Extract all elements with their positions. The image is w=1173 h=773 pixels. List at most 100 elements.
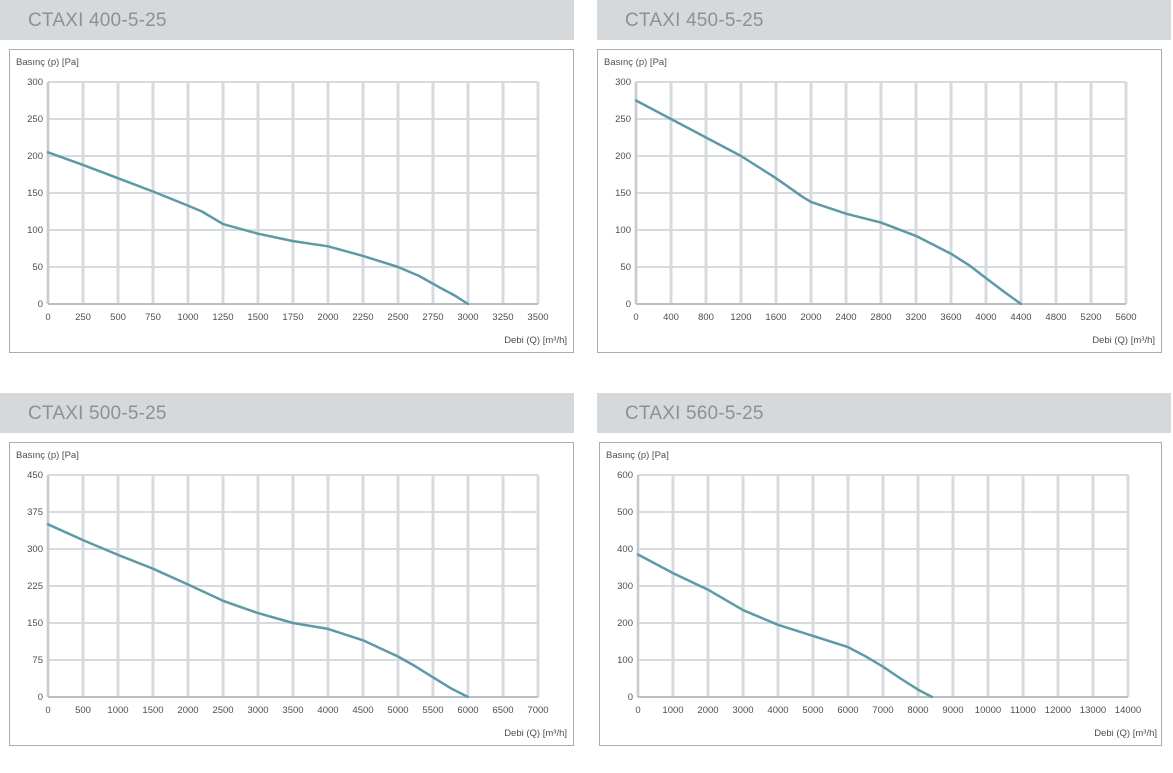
x-tick-label: 5000	[802, 705, 823, 716]
x-tick-label: 1000	[662, 705, 683, 716]
x-tick-label: 2400	[835, 312, 856, 323]
y-tick-label: 200	[615, 151, 631, 162]
chart-header: CTAXI 500-5-25	[0, 393, 574, 433]
x-tick-label: 750	[145, 312, 161, 323]
chart-frame: 0 75 150 225 300 375 450 0 500 1000 1500 2000 2500 30…	[9, 442, 574, 746]
x-tick-label: 250	[75, 312, 91, 323]
y-tick-label: 75	[32, 655, 43, 666]
x-tick-label: 4500	[352, 705, 373, 716]
y-tick-label: 300	[27, 77, 43, 88]
x-tick-label: 4800	[1045, 312, 1066, 323]
x-tick-label: 7000	[872, 705, 893, 716]
chart-frame: 0 100 200 300 400 500 600 0 1000 2000 3000 4000 5000…	[599, 442, 1162, 746]
x-tick-label: 2500	[387, 312, 408, 323]
y-tick-label: 200	[27, 151, 43, 162]
x-tick-label: 4000	[975, 312, 996, 323]
y-tick-label: 0	[38, 299, 43, 310]
y-axis-label: Basınç (p) [Pa]	[604, 57, 667, 68]
x-tick-label: 9000	[942, 705, 963, 716]
x-tick-label: 800	[698, 312, 714, 323]
y-axis-label: Basınç (p) [Pa]	[16, 57, 79, 68]
x-axis-label: Debi (Q) [m³/h]	[504, 728, 567, 739]
chart-panel-4: CTAXI 560-5-25 0 100 200 300 400 500 600 0 1000 2…	[597, 393, 1171, 773]
y-tick-label: 150	[27, 188, 43, 199]
x-tick-label: 500	[75, 705, 91, 716]
y-tick-label: 300	[27, 544, 43, 555]
fan-curve-chart: 0 50 100 150 200 250 300 0 400 800 1200 1600 2000 240…	[604, 57, 1155, 346]
x-tick-label: 3000	[457, 312, 478, 323]
y-tick-label: 250	[615, 114, 631, 125]
chart-frame: 0 50 100 150 200 250 300 0 250 500 750 1000 1250 1500…	[9, 49, 574, 353]
x-tick-label: 2000	[697, 705, 718, 716]
x-tick-label: 3500	[527, 312, 548, 323]
chart-header: CTAXI 400-5-25	[0, 0, 574, 40]
x-tick-label: 2800	[870, 312, 891, 323]
y-axis-label: Basınç (p) [Pa]	[606, 450, 669, 461]
x-tick-label: 5600	[1115, 312, 1136, 323]
y-tick-label: 150	[27, 618, 43, 629]
x-tick-label: 6000	[457, 705, 478, 716]
y-tick-label: 500	[617, 507, 633, 518]
chart-panel-1: CTAXI 400-5-25 0 50 100 150 200 250 300 0 250 500…	[0, 0, 574, 380]
x-tick-label: 0	[633, 312, 638, 323]
chart-title: CTAXI 400-5-25	[28, 10, 167, 31]
x-tick-label: 3000	[247, 705, 268, 716]
chart-title: CTAXI 500-5-25	[28, 403, 167, 424]
x-tick-label: 6000	[837, 705, 858, 716]
x-axis-label: Debi (Q) [m³/h]	[1092, 335, 1155, 346]
x-tick-label: 1750	[282, 312, 303, 323]
y-tick-label: 225	[27, 581, 43, 592]
y-tick-label: 200	[617, 618, 633, 629]
x-tick-label: 1600	[765, 312, 786, 323]
x-tick-label: 4000	[317, 705, 338, 716]
y-axis-label: Basınç (p) [Pa]	[16, 450, 79, 461]
x-tick-label: 12000	[1045, 705, 1071, 716]
y-tick-label: 50	[620, 262, 631, 273]
x-tick-label: 4000	[767, 705, 788, 716]
x-tick-label: 3000	[732, 705, 753, 716]
x-axis-label: Debi (Q) [m³/h]	[1094, 728, 1157, 739]
x-tick-label: 14000	[1115, 705, 1141, 716]
x-tick-label: 2500	[212, 705, 233, 716]
x-tick-label: 1250	[212, 312, 233, 323]
performance-curve	[46, 151, 470, 306]
chart-header: CTAXI 450-5-25	[597, 0, 1171, 40]
y-tick-label: 0	[626, 299, 631, 310]
x-tick-label: 4400	[1010, 312, 1031, 323]
x-tick-label: 0	[635, 705, 640, 716]
x-tick-label: 2250	[352, 312, 373, 323]
x-tick-label: 7000	[527, 705, 548, 716]
x-tick-label: 1500	[247, 312, 268, 323]
x-tick-label: 8000	[907, 705, 928, 716]
x-tick-label: 500	[110, 312, 126, 323]
x-tick-label: 1500	[142, 705, 163, 716]
x-tick-label: 5500	[422, 705, 443, 716]
x-tick-label: 1000	[177, 312, 198, 323]
y-tick-label: 300	[617, 581, 633, 592]
y-tick-label: 100	[615, 225, 631, 236]
x-tick-label: 5000	[387, 705, 408, 716]
x-tick-label: 0	[45, 312, 50, 323]
y-tick-label: 600	[617, 470, 633, 481]
x-tick-label: 400	[663, 312, 679, 323]
x-tick-label: 5200	[1080, 312, 1101, 323]
chart-title: CTAXI 450-5-25	[625, 10, 764, 31]
x-tick-label: 3500	[282, 705, 303, 716]
x-tick-label: 1200	[730, 312, 751, 323]
performance-curve	[634, 99, 1023, 306]
y-tick-label: 100	[617, 655, 633, 666]
x-tick-label: 2000	[800, 312, 821, 323]
x-tick-label: 2000	[177, 705, 198, 716]
y-tick-label: 250	[27, 114, 43, 125]
x-tick-label: 13000	[1080, 705, 1106, 716]
y-tick-label: 300	[615, 77, 631, 88]
performance-curve	[46, 523, 470, 699]
x-tick-label: 10000	[975, 705, 1001, 716]
chart-frame: 0 50 100 150 200 250 300 0 400 800 1200 1600 2000 240…	[597, 49, 1162, 353]
x-tick-label: 6500	[492, 705, 513, 716]
y-tick-label: 375	[27, 507, 43, 518]
y-tick-label: 100	[27, 225, 43, 236]
x-tick-label: 2000	[317, 312, 338, 323]
